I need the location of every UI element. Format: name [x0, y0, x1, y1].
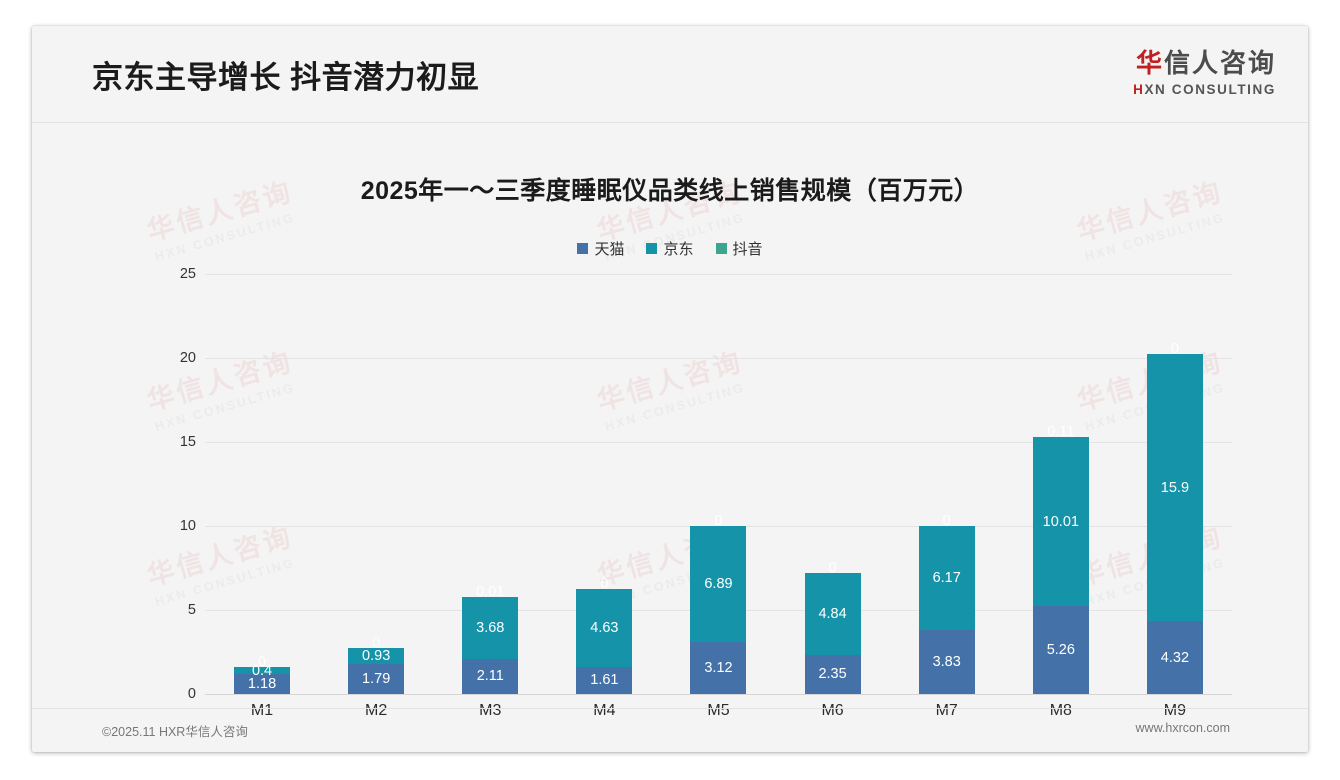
y-axis-tick-label: 5 [187, 602, 196, 618]
logo-en-rest: XN CONSULTING [1144, 82, 1276, 97]
bar-value-label: 4.63 [590, 620, 619, 637]
footer-copyright: ©2025.11 HXR华信人咨询 [102, 725, 248, 739]
bar-value-label: 6.89 [704, 575, 733, 592]
x-axis-labels: M1 M2 M3 M4 M5 M6 M7 M8 M9 [205, 702, 1232, 720]
y-axis-tick-label: 25 [179, 266, 196, 282]
bar-value-label: 1.61 [590, 672, 619, 689]
x-axis-tick-label: M2 [365, 702, 388, 719]
legend-item-京东[interactable]: 京东 [646, 238, 694, 259]
bar-segment-京东[interactable]: 6.17 [918, 526, 975, 630]
x-axis-tick-label: M4 [593, 702, 616, 719]
bar-value-label: 0.93 [362, 648, 391, 665]
bar-column-M9[interactable]: 4.32 15.9 0 [1146, 341, 1203, 694]
bar-value-label: 4.32 [1160, 649, 1190, 666]
bar-segment-天猫[interactable]: 1.61 [576, 666, 633, 694]
legend-swatch-icon [577, 243, 589, 254]
bar-column-M6[interactable]: 2.35 4.84 0 [804, 560, 861, 694]
y-axis-tick-label: 0 [187, 686, 196, 702]
legend-label: 天猫 [594, 241, 625, 258]
bar-segment-天猫[interactable]: 5.26 [1032, 605, 1089, 694]
slide-canvas: 华信人咨询 HXN CONSULTING 华信人咨询 HXN CONSULTING 华信… [32, 26, 1308, 752]
bar-value-label: 2.11 [476, 668, 504, 685]
x-axis-tick-label: M5 [707, 702, 730, 719]
x-axis-line [205, 694, 1232, 695]
bar-column-M2[interactable]: 1.79 0.93 0 [348, 635, 405, 694]
logo-english-text: HXN CONSULTING [1133, 83, 1276, 97]
logo-chinese-text: 华信人咨询 [1133, 50, 1276, 76]
bar-value-label: 1.18 [247, 676, 277, 693]
bar-segment-京东[interactable]: 4.63 [576, 589, 633, 667]
bar-segment-天猫[interactable]: 3.12 [690, 641, 747, 694]
bar-column-M4[interactable]: 1.61 4.63 0 [576, 576, 633, 694]
bar-value-label: 5.26 [1046, 641, 1075, 658]
legend-label: 抖音 [732, 241, 763, 258]
bar-segment-天猫[interactable]: 1.79 [348, 663, 405, 694]
bar-value-label: 2.35 [818, 666, 847, 683]
x-axis-tick-label: M3 [479, 702, 502, 719]
bar-segment-天猫[interactable]: 2.35 [804, 654, 861, 694]
bar-segment-京东[interactable]: 0.93 [348, 648, 405, 665]
logo-cn-rest: 信人咨询 [1163, 48, 1276, 78]
bar-column-M7[interactable]: 3.83 6.17 0 [918, 513, 975, 694]
y-axis-tick-label: 10 [179, 518, 196, 534]
legend-label: 京东 [663, 241, 694, 258]
bar-column-M3[interactable]: 2.11 3.68 0.01 [462, 584, 519, 694]
slide-header: 京东主导增长 抖音潜力初显 华信人咨询 HXN CONSULTING [32, 26, 1308, 123]
bar-segment-天猫[interactable]: 1.18 [234, 674, 291, 694]
bar-value-label: 4.84 [818, 605, 847, 622]
x-axis-tick-label: M7 [935, 702, 958, 719]
bar-column-M1[interactable]: 1.18 0.4 0 [234, 654, 291, 694]
bar-value-label: 6.17 [932, 569, 961, 586]
page-title: 京东主导增长 抖音潜力初显 [92, 60, 480, 95]
bar-segment-天猫[interactable]: 2.11 [462, 658, 519, 694]
x-axis-tick-label: M1 [250, 702, 274, 719]
bar-segment-京东[interactable]: 3.68 [462, 596, 519, 659]
bar-value-label: 15.9 [1160, 479, 1190, 496]
x-axis-tick-label: M9 [1163, 702, 1187, 719]
bar-segment-天猫[interactable]: 3.83 [918, 629, 975, 694]
bar-value-label: 1.79 [362, 670, 391, 687]
logo-en-red-char: H [1133, 82, 1145, 97]
bar-value-label: 10.01 [1042, 513, 1079, 530]
footer-website: www.hxrcon.com [1135, 721, 1230, 735]
gridline [205, 358, 1232, 359]
chart-plot-area: 0 5 10 15 20 25 1.18 0.4 0 1.79 0.93 0 2.11 3.68 0.01… [172, 266, 1232, 702]
y-axis-tick-label: 20 [179, 350, 196, 366]
company-logo: 华信人咨询 HXN CONSULTING [1133, 50, 1276, 97]
bar-value-label: 3.83 [932, 653, 961, 670]
x-axis-tick-label: M8 [1049, 702, 1072, 719]
chart-bars: 1.18 0.4 0 1.79 0.93 0 2.11 3.68 0.01 1.61 4.63 0 3.… [205, 274, 1232, 694]
chart-legend: 天猫 京东 抖音 [32, 238, 1308, 259]
legend-swatch-icon [715, 243, 727, 254]
legend-item-抖音[interactable]: 抖音 [715, 238, 763, 259]
y-axis-tick-label: 15 [179, 434, 196, 450]
bar-column-M8[interactable]: 5.26 10.01 0.11 [1032, 424, 1089, 694]
bar-segment-天猫[interactable]: 4.32 [1146, 621, 1203, 694]
bar-value-label: 3.68 [476, 619, 505, 636]
logo-cn-red-char: 华 [1135, 48, 1164, 78]
gridline [205, 442, 1232, 443]
bar-segment-京东[interactable]: 6.89 [690, 525, 747, 642]
bar-segment-京东[interactable]: 4.84 [804, 573, 861, 655]
bar-segment-京东[interactable]: 15.9 [1146, 354, 1203, 622]
slide-footer: ©2025.11 HXR华信人咨询 www.hxrcon.com [32, 708, 1308, 752]
bar-column-M5[interactable]: 3.12 6.89 0 [690, 513, 747, 694]
legend-swatch-icon [646, 243, 658, 254]
chart-title: 2025年一～三季度睡眠仪品类线上销售规模（百万元） [360, 177, 980, 205]
legend-item-天猫[interactable]: 天猫 [577, 238, 624, 259]
x-axis-tick-label: M6 [821, 702, 844, 719]
bar-segment-京东[interactable]: 0.4 [234, 663, 291, 679]
bar-segment-京东[interactable]: 10.01 [1032, 437, 1089, 606]
bar-value-label: 3.12 [704, 659, 733, 676]
gridline [205, 274, 1232, 275]
